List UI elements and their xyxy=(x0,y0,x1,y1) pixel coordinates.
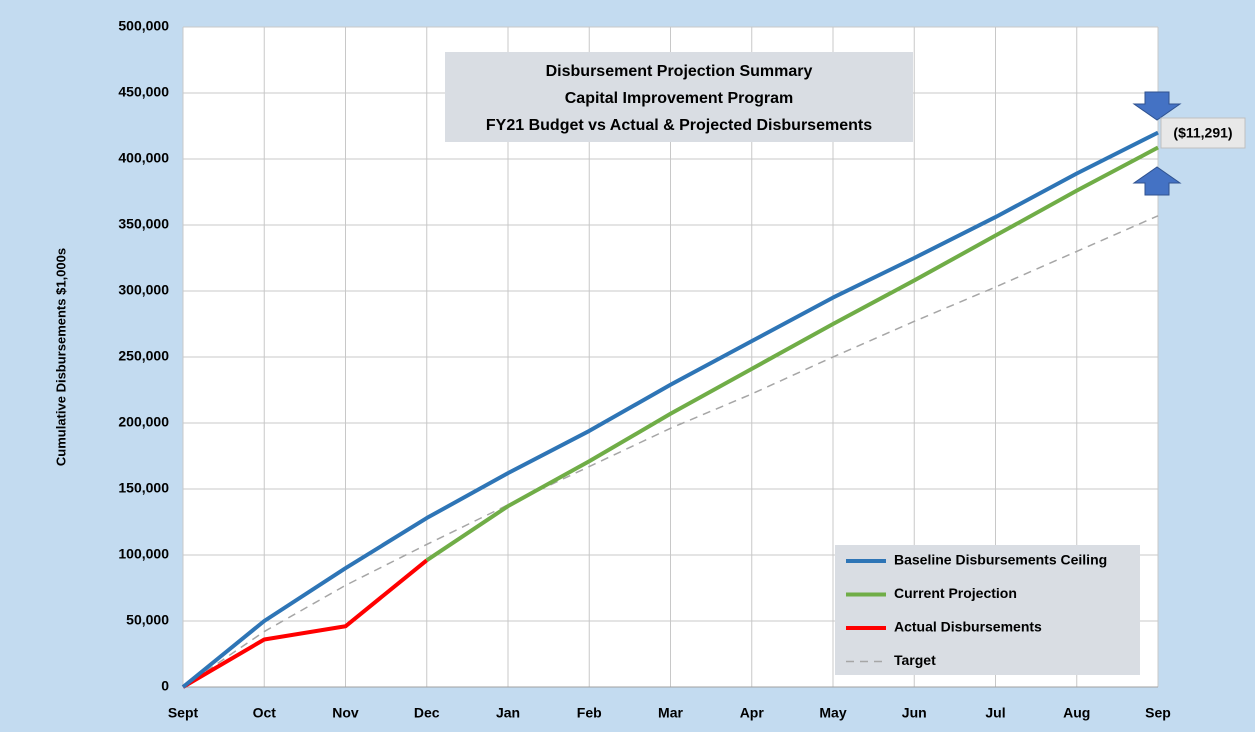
y-tick-label: 500,000 xyxy=(118,18,169,34)
y-tick-label: 150,000 xyxy=(118,480,169,496)
x-tick-label: Feb xyxy=(577,705,602,721)
x-tick-label: Sept xyxy=(168,705,199,721)
annotation: ($11,291) xyxy=(1173,125,1232,141)
y-tick-label: 450,000 xyxy=(118,84,169,100)
y-tick-label: 50,000 xyxy=(126,612,169,628)
x-tick-label: Jul xyxy=(985,705,1005,721)
series-line xyxy=(182,215,1159,688)
y-tick-label: 250,000 xyxy=(118,348,169,364)
series-line xyxy=(181,558,429,689)
x-tick-label: Oct xyxy=(253,705,277,721)
x-tick-label: Mar xyxy=(658,705,683,721)
x-tick-label: Jan xyxy=(496,705,520,721)
x-tick-label: Nov xyxy=(332,705,359,721)
up-arrow xyxy=(1132,166,1182,196)
y-tick-label: 0 xyxy=(161,678,169,694)
chart-title: Capital Improvement Program xyxy=(565,90,794,107)
series-line xyxy=(425,145,1159,562)
y-tick-label: 200,000 xyxy=(118,414,169,430)
title-box xyxy=(445,52,913,142)
down-arrow xyxy=(1132,91,1182,121)
x-tick-label: Dec xyxy=(414,705,440,721)
series-line xyxy=(181,130,1159,689)
annotation-box xyxy=(1160,117,1246,149)
x-tick-label: May xyxy=(819,705,846,721)
y-tick-label: 350,000 xyxy=(118,216,169,232)
legend-label: Actual Disbursements xyxy=(894,619,1042,635)
legend-label: Baseline Disbursements Ceiling xyxy=(894,552,1107,568)
chart-title: FY21 Budget vs Actual & Projected Disbur… xyxy=(486,117,872,134)
y-tick-label: 300,000 xyxy=(118,282,169,298)
y-axis-label: Cumulative Disbursements $1,000s xyxy=(53,248,68,466)
x-tick-label: Sep xyxy=(1145,705,1171,721)
x-tick-label: Aug xyxy=(1063,705,1090,721)
x-tick-label: Jun xyxy=(902,705,927,721)
y-tick-label: 400,000 xyxy=(118,150,169,166)
legend: Baseline Disbursements Ceiling Current Pr… xyxy=(846,552,1107,668)
chart-title: Disbursement Projection Summary xyxy=(546,63,813,80)
legend-box xyxy=(835,545,1140,675)
x-tick-label: Apr xyxy=(740,705,765,721)
y-tick-label: 100,000 xyxy=(118,546,169,562)
legend-label: Target xyxy=(894,652,936,668)
legend-label: Current Projection xyxy=(894,585,1017,601)
lines xyxy=(181,130,1159,689)
